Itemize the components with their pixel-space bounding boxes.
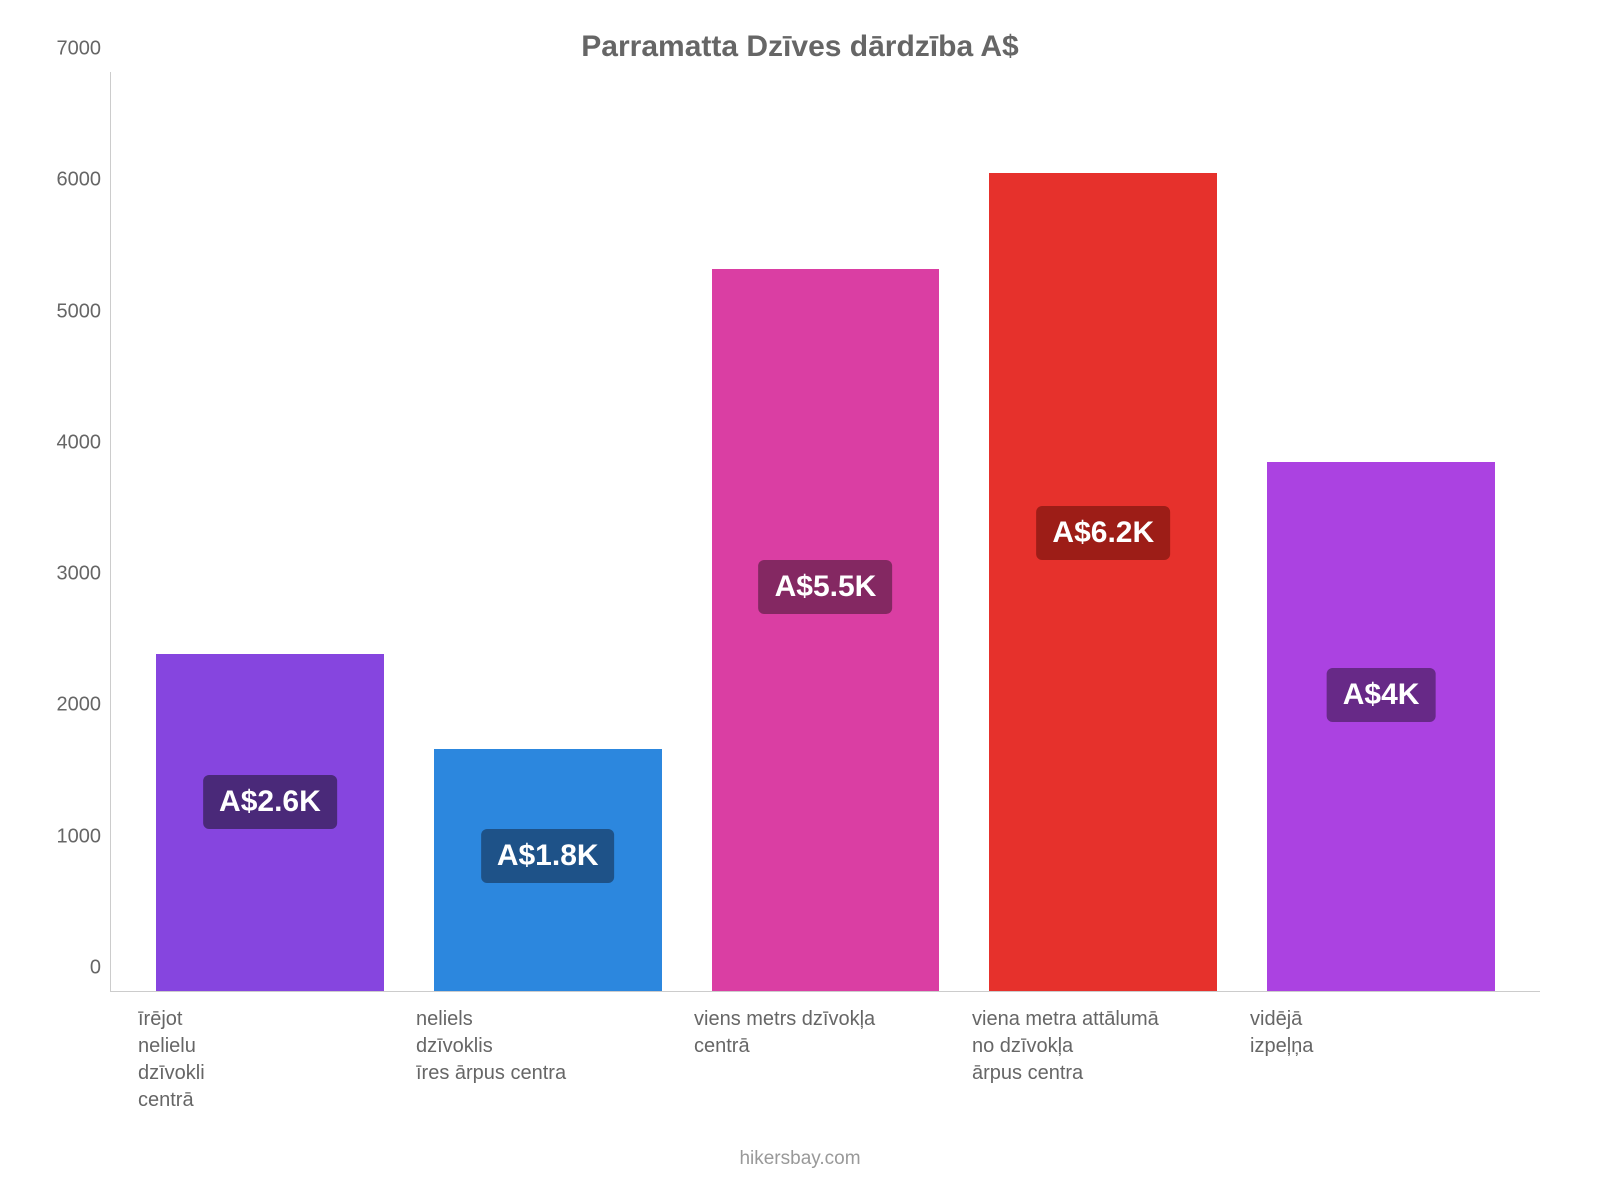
bar-slot: A$1.8K — [409, 72, 687, 991]
x-axis-label: viens metrs dzīvokļa centrā — [686, 1006, 964, 1114]
cost-of-living-chart: Parramatta Dzīves dārdzība A$ A$2.6K A$1.… — [0, 0, 1600, 1200]
bar-slot: A$4K — [1242, 72, 1520, 991]
bar-slot: A$6.2K — [964, 72, 1242, 991]
plot-area: A$2.6KA$1.8KA$5.5KA$6.2KA$4K 01000200030… — [110, 72, 1540, 992]
bar-value-badge: A$2.6K — [203, 775, 337, 829]
x-axis-label: īrējot nelielu dzīvokli centrā — [130, 1006, 408, 1114]
y-tick: 4000 — [41, 431, 101, 454]
x-axis-labels: īrējot nelielu dzīvokli centrāneliels dz… — [110, 992, 1540, 1114]
bar-value-badge: A$4K — [1327, 668, 1436, 722]
y-tick: 6000 — [41, 169, 101, 192]
bar-value-badge: A$6.2K — [1036, 506, 1170, 560]
bar: A$1.8K — [434, 749, 662, 991]
bar: A$4K — [1267, 462, 1495, 991]
y-tick: 0 — [41, 957, 101, 980]
bar-slot: A$5.5K — [687, 72, 965, 991]
bar: A$5.5K — [712, 269, 940, 991]
credit-text: hikersbay.com — [40, 1148, 1560, 1170]
bars-container: A$2.6K A$1.8K A$5.5K A$6.2K A$4K — [111, 72, 1540, 991]
bar-slot: A$2.6K — [131, 72, 409, 991]
y-tick: 5000 — [41, 300, 101, 323]
bar-value-badge: A$1.8K — [481, 829, 615, 883]
x-axis-label: vidējā izpeļņa — [1242, 1006, 1520, 1114]
bar-value-badge: A$5.5K — [759, 560, 893, 614]
x-axis-label: neliels dzīvoklis īres ārpus centra — [408, 1006, 686, 1114]
y-tick: 2000 — [41, 694, 101, 717]
y-tick: 1000 — [41, 825, 101, 848]
y-tick: 7000 — [41, 38, 101, 61]
y-tick: 3000 — [41, 563, 101, 586]
x-axis-label: viena metra attālumā no dzīvokļa ārpus c… — [964, 1006, 1242, 1114]
bar: A$2.6K — [156, 654, 384, 991]
bar: A$6.2K — [989, 173, 1217, 991]
chart-title: Parramatta Dzīves dārdzība A$ — [40, 30, 1560, 64]
